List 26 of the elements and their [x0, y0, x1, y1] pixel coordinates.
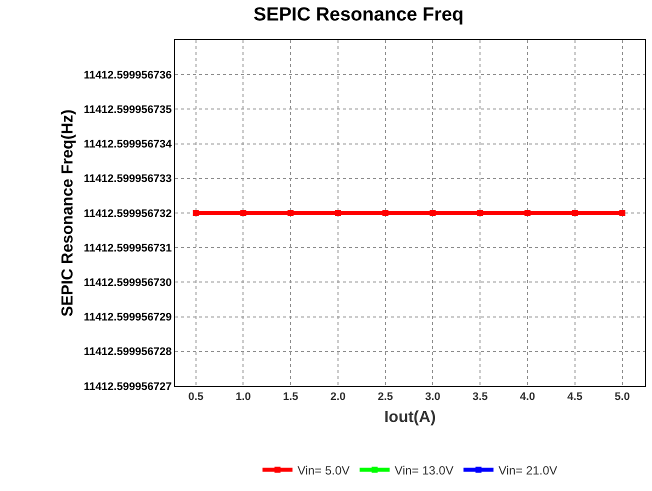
x-tick-label: 1.5 — [282, 391, 298, 404]
y-tick-label: 11412.599956727 — [84, 380, 172, 393]
legend-label: Vin= 21.0V — [498, 463, 558, 478]
y-tick-label: 11412.599956733 — [84, 173, 172, 186]
x-axis-title: Iout(A) — [384, 408, 436, 426]
x-tick-label: 5.0 — [614, 391, 630, 404]
legend-label: Vin= 5.0V — [298, 463, 350, 478]
y-tick-label: 11412.599956731 — [84, 242, 172, 254]
y-tick-label: 11412.599956734 — [84, 138, 173, 151]
legend-label: Vin= 13.0V — [394, 463, 454, 478]
x-tick-label: 0.5 — [188, 391, 204, 404]
y-tick-label: 11412.599956732 — [84, 208, 172, 220]
y-tick-label: 11412.599956736 — [84, 69, 172, 82]
y-tick-label: 11412.599956735 — [84, 104, 172, 116]
y-tick-label: 11412.599956730 — [84, 277, 172, 290]
x-tick-label: 4.0 — [520, 391, 536, 404]
y-tick-label: 11412.599956729 — [84, 312, 172, 324]
x-tick-label: 4.5 — [567, 391, 583, 404]
x-tick-label: 3.0 — [425, 391, 440, 404]
y-axis-title: SEPIC Resonance Freq(Hz) — [60, 109, 77, 317]
x-tick-label: 2.0 — [330, 391, 346, 404]
x-tick-label: 2.5 — [378, 391, 394, 404]
x-tick-label: 3.5 — [472, 391, 488, 404]
chart-title: SEPIC Resonance Freq — [254, 4, 464, 26]
y-tick-label: 11412.599956728 — [84, 346, 172, 358]
x-tick-label: 1.0 — [236, 391, 251, 404]
